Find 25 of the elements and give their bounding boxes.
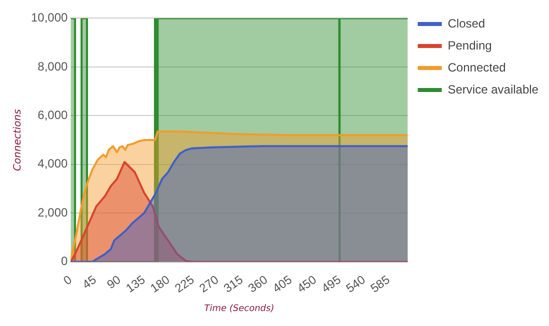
x-tick-label: 495 — [318, 272, 344, 296]
x-tick-label: 90 — [104, 272, 124, 292]
x-tick-label: 585 — [368, 272, 393, 296]
y-axis-title: Connections — [12, 109, 24, 171]
x-tick-label: 180 — [148, 272, 172, 296]
x-tick-label: 45 — [80, 272, 100, 292]
y-tick-label: 4,000 — [38, 156, 68, 171]
x-tick-label: 135 — [123, 272, 148, 296]
legend-label: Connected — [448, 60, 506, 74]
y-tick-label: 0 — [61, 254, 68, 268]
legend-label: Pending — [448, 38, 492, 52]
y-tick-label: 2,000 — [38, 205, 68, 220]
x-axis-title: Time (Seconds) — [204, 304, 274, 314]
x-tick-label: 360 — [246, 272, 270, 296]
y-tick-label: 8,000 — [38, 59, 68, 74]
x-tick-label: 540 — [343, 272, 368, 296]
x-tick-label: 450 — [294, 272, 320, 296]
x-tick-label: 405 — [270, 272, 295, 296]
x-tick-label: 315 — [221, 272, 246, 296]
legend-label: Closed — [448, 16, 486, 30]
x-tick-label: 225 — [172, 272, 197, 296]
y-tick-label: 10,000 — [31, 10, 68, 25]
legend-label: Service available — [448, 82, 539, 96]
x-tick-label: 270 — [196, 272, 222, 296]
y-tick-label: 6,000 — [38, 108, 68, 122]
